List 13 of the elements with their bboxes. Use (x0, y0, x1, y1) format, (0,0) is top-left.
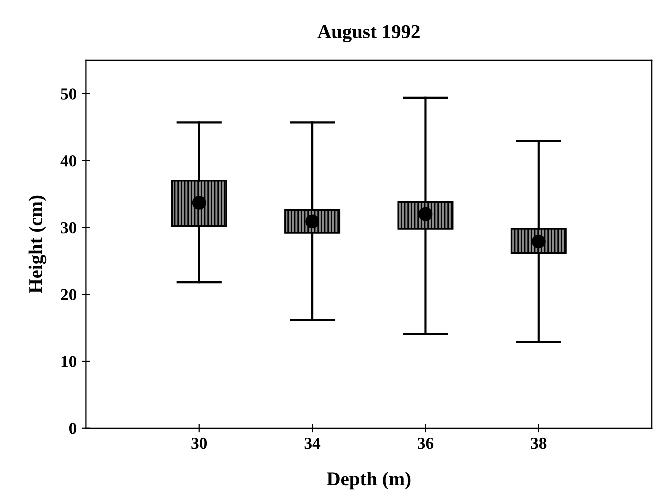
y-tick-label: 20 (61, 289, 77, 301)
y-tick-label: 0 (69, 423, 77, 434)
y-tick-label: 30 (61, 222, 77, 234)
y-tick-label: 50 (61, 88, 77, 100)
y-axis-title: Height (cm) (28, 196, 47, 294)
x-tick-label: 30 (192, 438, 208, 450)
x-tick-label: 34 (304, 438, 321, 450)
x-tick-label: 36 (418, 438, 434, 450)
y-tick-label: 40 (60, 156, 77, 167)
x-tick-label: 38 (531, 438, 547, 450)
x-axis-title: Depth (m) (327, 472, 411, 490)
y-tick-label: 10 (62, 356, 77, 368)
chart-title: August 1992 (318, 25, 420, 43)
